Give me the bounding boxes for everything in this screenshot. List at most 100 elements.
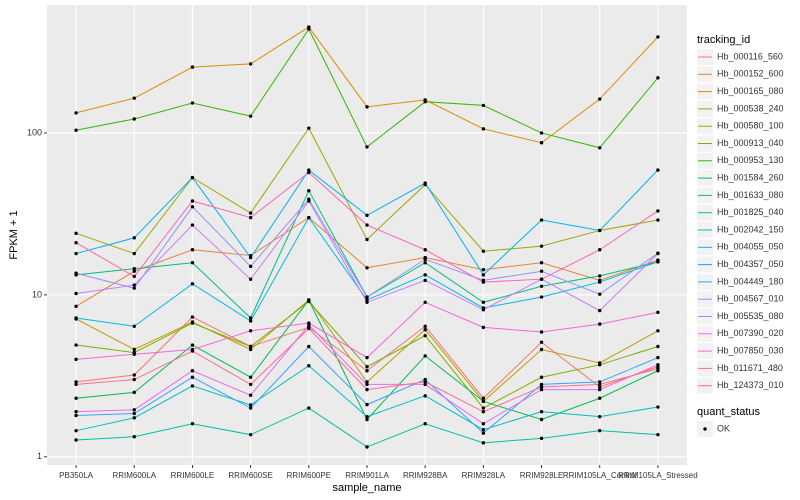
- data-point: [248, 255, 253, 260]
- data-point: [598, 228, 602, 233]
- data-point: [132, 251, 136, 256]
- data-point: [190, 199, 195, 203]
- data-point: [365, 380, 369, 384]
- data-point: [132, 283, 136, 287]
- data-point: [481, 308, 486, 312]
- data-point: [132, 324, 136, 328]
- data-point: [656, 76, 660, 80]
- x-tick-label: RRIM105LA_Stressed: [618, 471, 698, 480]
- x-tick-label: RRIM901LA: [345, 471, 389, 480]
- data-point: [248, 316, 253, 320]
- y-tick-label: 1: [37, 451, 42, 461]
- data-point: [598, 97, 602, 101]
- data-point: [132, 373, 136, 377]
- data-point: [598, 387, 602, 392]
- data-point: [365, 300, 369, 304]
- data-point: [539, 141, 544, 145]
- data-point: [307, 344, 311, 349]
- data-point: [656, 168, 660, 172]
- data-point: [74, 271, 78, 275]
- x-tick-label: RRIM600PE: [287, 471, 331, 480]
- data-point: [190, 369, 195, 373]
- legend-label: Hb_000580_100: [717, 121, 784, 131]
- data-point: [365, 445, 369, 449]
- data-point: [598, 396, 602, 400]
- data-point: [307, 199, 311, 203]
- data-point: [423, 300, 427, 304]
- data-point: [423, 354, 427, 358]
- data-point: [74, 343, 78, 347]
- legend-label: Hb_007850_030: [717, 345, 784, 355]
- legend-label: Hb_001825_040: [717, 207, 784, 217]
- data-point: [248, 264, 253, 269]
- legend-title: tracking_id: [697, 34, 750, 46]
- data-point: [598, 380, 602, 384]
- data-point: [132, 274, 136, 279]
- data-point: [481, 280, 486, 284]
- data-point: [598, 274, 602, 278]
- data-point: [598, 428, 602, 433]
- data-point: [74, 428, 78, 433]
- data-point: [365, 105, 369, 109]
- data-point: [248, 375, 253, 379]
- y-tick-label: 10: [32, 289, 42, 299]
- data-point: [132, 352, 136, 356]
- data-point: [423, 380, 427, 384]
- data-point: [74, 231, 78, 236]
- data-point: [74, 357, 78, 362]
- data-point: [365, 369, 369, 373]
- data-point: [365, 266, 369, 270]
- data-point: [248, 319, 253, 323]
- data-point: [248, 114, 253, 118]
- data-point: [74, 111, 78, 115]
- data-point: [248, 277, 253, 281]
- data-point: [248, 382, 253, 387]
- data-point: [481, 325, 486, 330]
- data-point: [190, 282, 195, 286]
- legend-label: Hb_000538_240: [717, 103, 784, 113]
- data-point: [132, 435, 136, 439]
- legend-label: Hb_004055_050: [717, 242, 784, 252]
- data-point: [74, 241, 78, 245]
- data-point: [539, 340, 544, 344]
- legend-title: quant_status: [697, 406, 760, 418]
- legend-label: Hb_007390_020: [717, 328, 784, 338]
- data-point: [656, 251, 660, 256]
- data-point: [132, 377, 136, 382]
- data-point: [365, 365, 369, 369]
- data-point: [539, 385, 544, 389]
- data-point: [598, 322, 602, 326]
- data-point: [74, 316, 78, 320]
- data-point: [74, 251, 78, 256]
- legend-label: OK: [717, 423, 730, 433]
- data-point: [423, 333, 427, 338]
- data-point: [656, 405, 660, 409]
- data-point: [132, 416, 136, 420]
- data-point: [307, 27, 311, 31]
- data-point: [74, 380, 78, 384]
- data-point: [74, 382, 78, 387]
- data-point: [656, 209, 660, 213]
- data-point: [365, 417, 369, 422]
- data-point: [190, 315, 195, 319]
- data-point: [307, 298, 311, 302]
- data-point: [539, 330, 544, 334]
- data-point: [481, 399, 486, 404]
- data-point: [598, 292, 602, 296]
- data-point: [423, 181, 427, 185]
- data-point: [132, 236, 136, 240]
- x-tick-label: PB350LA: [59, 471, 93, 480]
- data-point: [481, 273, 486, 277]
- data-point: [598, 385, 602, 389]
- data-point: [307, 406, 311, 410]
- data-point: [132, 408, 136, 412]
- data-point: [539, 347, 544, 352]
- data-point: [248, 211, 253, 215]
- legend-label: Hb_002042_150: [717, 224, 784, 234]
- data-point: [481, 422, 486, 426]
- x-axis-title: sample_name: [332, 482, 401, 494]
- data-point: [423, 273, 427, 277]
- data-point: [656, 329, 660, 333]
- data-point: [481, 428, 486, 432]
